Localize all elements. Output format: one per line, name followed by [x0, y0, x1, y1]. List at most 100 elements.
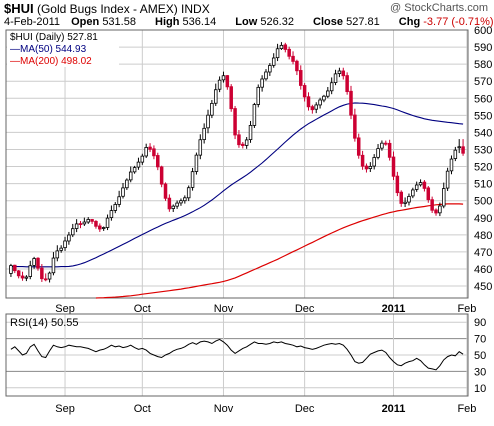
candle-body	[287, 48, 291, 57]
candle-body	[341, 70, 346, 77]
rsi-x-tick-label: Oct	[134, 403, 151, 415]
candle-body	[101, 227, 106, 229]
candle	[9, 263, 13, 278]
candle	[306, 92, 311, 111]
candle	[186, 185, 191, 202]
candle-body	[302, 85, 307, 98]
candle	[171, 204, 175, 212]
candle-body	[221, 75, 226, 81]
rsi-line	[10, 338, 464, 371]
rsi-x-tick-label: 2011	[382, 403, 406, 415]
candle	[445, 167, 450, 191]
candle-body	[113, 204, 118, 211]
candle	[256, 84, 261, 108]
candle-body	[329, 82, 334, 92]
price-tick-label: 580	[474, 59, 492, 71]
candle-body	[314, 104, 318, 110]
price-tick-label: 500	[474, 196, 492, 208]
candle	[125, 178, 129, 190]
rsi-x-tick-label: Sep	[55, 403, 75, 415]
candle	[179, 198, 183, 206]
candle	[117, 190, 121, 208]
candle-body	[71, 228, 75, 236]
price-tick-label: 560	[474, 93, 492, 105]
candle-body	[237, 134, 241, 146]
candle	[461, 139, 465, 156]
quote-date: 4-Feb-2011	[4, 16, 61, 28]
candle-body	[136, 161, 141, 168]
x-tick-label: Nov	[214, 303, 234, 315]
candle	[380, 140, 384, 151]
candle	[287, 46, 291, 60]
candle-body	[74, 223, 79, 229]
candle	[364, 163, 369, 173]
candle-body	[163, 183, 168, 199]
candle	[248, 120, 253, 143]
candle-body	[295, 60, 299, 72]
candle-body	[449, 158, 454, 172]
candle-body	[418, 182, 423, 186]
candle	[128, 166, 133, 183]
candle	[244, 137, 249, 149]
candle	[418, 179, 423, 187]
candle	[384, 140, 388, 146]
price-tick-label: 600	[474, 25, 492, 37]
candle	[449, 155, 454, 175]
price-tick-label: 550	[474, 110, 492, 122]
candle-body	[445, 170, 450, 189]
candle-body	[159, 166, 164, 185]
price-tick-label: 570	[474, 76, 492, 88]
candle-body	[299, 70, 303, 86]
candle-body	[171, 205, 175, 209]
high-quote: High 536.14	[155, 16, 217, 28]
candle-body	[32, 258, 36, 266]
rsi-tick-label: 90	[474, 317, 486, 329]
candle-body	[148, 146, 152, 150]
symbol: $HUI	[4, 1, 34, 16]
candle-body	[376, 148, 380, 158]
candle-body	[380, 142, 384, 149]
candle-body	[43, 278, 48, 281]
candle	[16, 270, 21, 279]
candle-body	[349, 90, 353, 116]
candle-body	[175, 202, 179, 207]
candle-body	[78, 223, 83, 225]
rsi-label: RSI(14) 50.55	[10, 317, 78, 329]
candle	[190, 167, 195, 191]
candle-body	[283, 44, 288, 50]
candle	[74, 219, 79, 233]
candle	[264, 69, 268, 81]
candle-body	[217, 79, 222, 90]
candle	[90, 218, 94, 224]
candle	[152, 145, 156, 160]
candle	[403, 197, 407, 208]
candle	[67, 231, 71, 245]
candle-body	[206, 114, 210, 129]
candle-body	[395, 175, 400, 194]
candle-body	[461, 146, 465, 154]
candle-body	[291, 55, 295, 62]
candle-body	[213, 89, 218, 104]
candle	[376, 144, 380, 160]
candle-body	[310, 106, 315, 111]
candle	[387, 139, 392, 161]
candle-body	[399, 191, 403, 204]
candle	[225, 75, 230, 90]
candle-body	[40, 267, 44, 280]
candle	[260, 75, 264, 92]
candle	[194, 152, 199, 175]
candle-body	[306, 96, 311, 108]
candle	[395, 171, 400, 197]
candle-body	[140, 155, 145, 163]
candle-body	[94, 220, 98, 227]
candle	[82, 217, 87, 226]
candle-body	[144, 147, 148, 157]
candle-body	[411, 189, 415, 197]
ma50-line	[10, 102, 464, 268]
candle	[86, 217, 90, 224]
candle	[55, 245, 60, 262]
rsi-x-tick-label: Nov	[214, 403, 234, 415]
candle-body	[105, 217, 110, 228]
candle	[279, 42, 284, 50]
price-tick-label: 540	[474, 127, 492, 139]
